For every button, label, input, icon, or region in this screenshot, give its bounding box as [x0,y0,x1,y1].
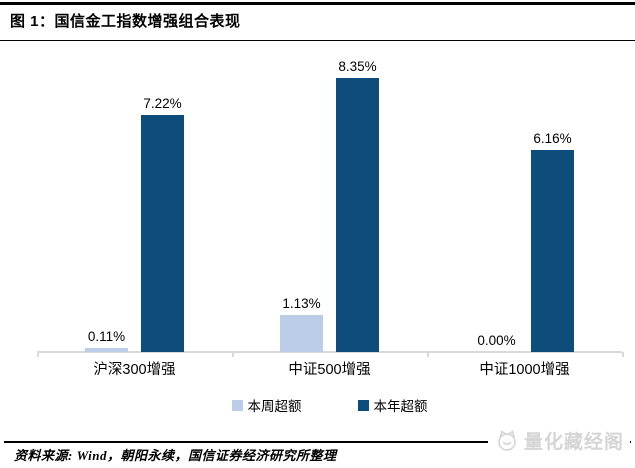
legend-label: 本周超额 [247,399,302,414]
footer-divider [4,441,631,443]
value-label: 1.13% [282,295,321,311]
top-divider [0,2,635,5]
bar-本周超额-沪深300增强 [85,348,128,352]
title-divider [0,40,635,42]
bar-本年超额-中证1000增强 [531,149,574,352]
x-axis-tick [37,352,39,357]
mascot-face-icon [498,430,516,451]
figure-title: 图 1：国信金工指数增强组合表现 [10,13,241,30]
logo-text: 量化藏经阁 [523,431,624,453]
bar-本周超额-中证500增强 [280,314,323,352]
bar-本年超额-中证500增强 [336,78,379,352]
legend-label: 本年超额 [373,399,428,414]
x-axis-tick [232,352,234,357]
legend-item-本年超额: 本年超额 [357,395,428,415]
category-label: 中证1000增强 [479,362,570,378]
value-label: 7.22% [143,96,182,112]
x-axis-tick [622,352,624,357]
value-label: 6.16% [533,130,572,146]
logo: 量化藏经阁 [487,425,630,455]
legend-swatch [231,399,243,411]
legend-item-本周超额: 本周超额 [231,395,302,415]
source-note: 资料来源: Wind，朝阳永续，国信证券经济研究所整理 [14,448,337,463]
category-label: 中证500增强 [288,362,371,378]
legend-swatch [357,399,369,411]
value-label: 0.11% [87,329,126,345]
chart-legend: 本周超额 本年超额 [37,395,622,415]
category-label: 沪深300增强 [93,362,176,378]
bar-本年超额-沪深300增强 [141,115,184,352]
value-label: 8.35% [338,59,377,75]
value-label: 0.00% [477,333,516,348]
x-axis-tick [427,352,429,357]
x-axis-line [37,351,622,353]
